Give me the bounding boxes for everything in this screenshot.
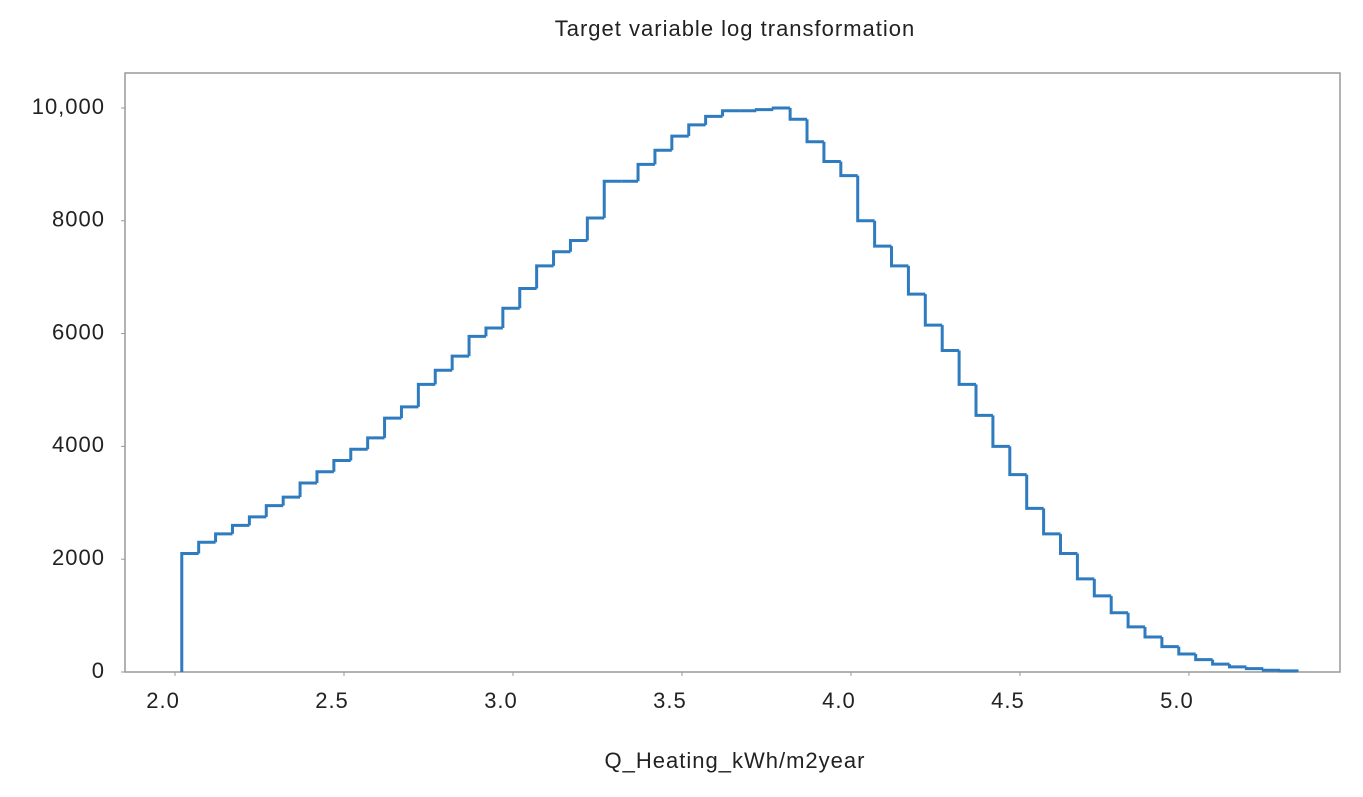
histogram-step <box>298 481 317 498</box>
x-tick-label: 3.0 <box>484 688 518 713</box>
x-tick-label: 4.5 <box>991 688 1025 713</box>
histogram-step <box>704 114 723 125</box>
histogram-step <box>433 368 453 385</box>
histogram-step <box>1075 553 1095 581</box>
histogram-step <box>315 470 334 484</box>
histogram-step <box>1194 653 1213 662</box>
histogram-step <box>873 220 892 248</box>
histogram-step <box>1059 533 1078 556</box>
y-tick-label: 2000 <box>52 545 105 570</box>
histogram-step <box>383 416 402 438</box>
histogram-step <box>450 354 470 371</box>
histogram-step <box>906 265 926 296</box>
histogram-step <box>974 384 993 417</box>
histogram-step <box>957 350 977 386</box>
histogram-step <box>399 405 419 419</box>
x-tick-label: 5.0 <box>1160 688 1194 713</box>
histogram-step <box>484 326 503 337</box>
histogram-step <box>721 109 740 117</box>
histogram-step <box>923 294 943 327</box>
y-tick-label: 8000 <box>52 207 105 232</box>
histogram-step <box>890 246 909 268</box>
histogram-step <box>585 216 605 241</box>
histogram-step <box>1227 664 1247 669</box>
histogram-step <box>416 382 436 407</box>
histogram-step <box>1244 666 1264 671</box>
histogram-step <box>214 532 233 543</box>
histogram-step <box>332 458 351 472</box>
histogram-step <box>1126 612 1145 629</box>
plot-frame <box>124 72 1341 673</box>
histogram-step <box>1008 446 1027 477</box>
histogram-step <box>501 306 520 328</box>
histogram-step <box>1160 637 1179 649</box>
histogram-step <box>281 495 301 506</box>
histogram-step <box>788 107 808 121</box>
histogram-step <box>180 552 199 672</box>
histogram-step <box>552 250 571 266</box>
y-tick-label: 4000 <box>52 432 105 457</box>
histogram-step <box>535 264 554 289</box>
histogram-step <box>1042 508 1061 536</box>
histogram-step <box>687 123 706 137</box>
x-axis-label: Q_Heating_kWh/m2year <box>605 748 866 773</box>
histogram-step <box>754 108 774 112</box>
y-tick-label: 10,000 <box>32 94 105 119</box>
histogram-step <box>839 161 858 178</box>
y-tick-label: 6000 <box>52 319 105 344</box>
histogram-step <box>366 436 385 450</box>
histogram-step <box>1025 474 1044 510</box>
histogram-step <box>230 523 250 534</box>
y-tick-label: 0 <box>92 658 105 683</box>
histogram-step <box>602 179 622 218</box>
histogram-step <box>636 162 655 182</box>
histogram-step <box>856 175 875 223</box>
histogram-step <box>197 540 216 554</box>
histogram-step <box>1092 578 1112 598</box>
histogram-step <box>1177 646 1196 656</box>
x-tick-label: 2.0 <box>146 688 180 713</box>
histogram-step <box>467 334 486 357</box>
histogram-step <box>991 415 1010 448</box>
histogram-step <box>518 286 537 309</box>
histogram-step <box>1109 595 1129 615</box>
x-tick-label: 2.5 <box>315 688 349 713</box>
histogram-step <box>1278 669 1299 673</box>
chart-title: Target variable log transformation <box>555 16 916 41</box>
histogram-step <box>264 504 284 517</box>
histogram-step <box>670 134 689 151</box>
histogram-step <box>653 148 672 165</box>
x-tick-label: 4.0 <box>822 688 856 713</box>
x-tick-label: 3.5 <box>653 688 687 713</box>
histogram-step <box>940 325 960 353</box>
histogram-step <box>568 239 588 252</box>
histogram-step <box>771 106 791 110</box>
histogram-step <box>822 141 841 164</box>
histogram-step <box>805 119 824 144</box>
histogram-step <box>349 447 368 461</box>
histogram-step <box>1211 659 1230 666</box>
histogram-step <box>1143 626 1162 639</box>
histogram-step <box>1261 668 1281 672</box>
histogram-step <box>247 515 267 526</box>
